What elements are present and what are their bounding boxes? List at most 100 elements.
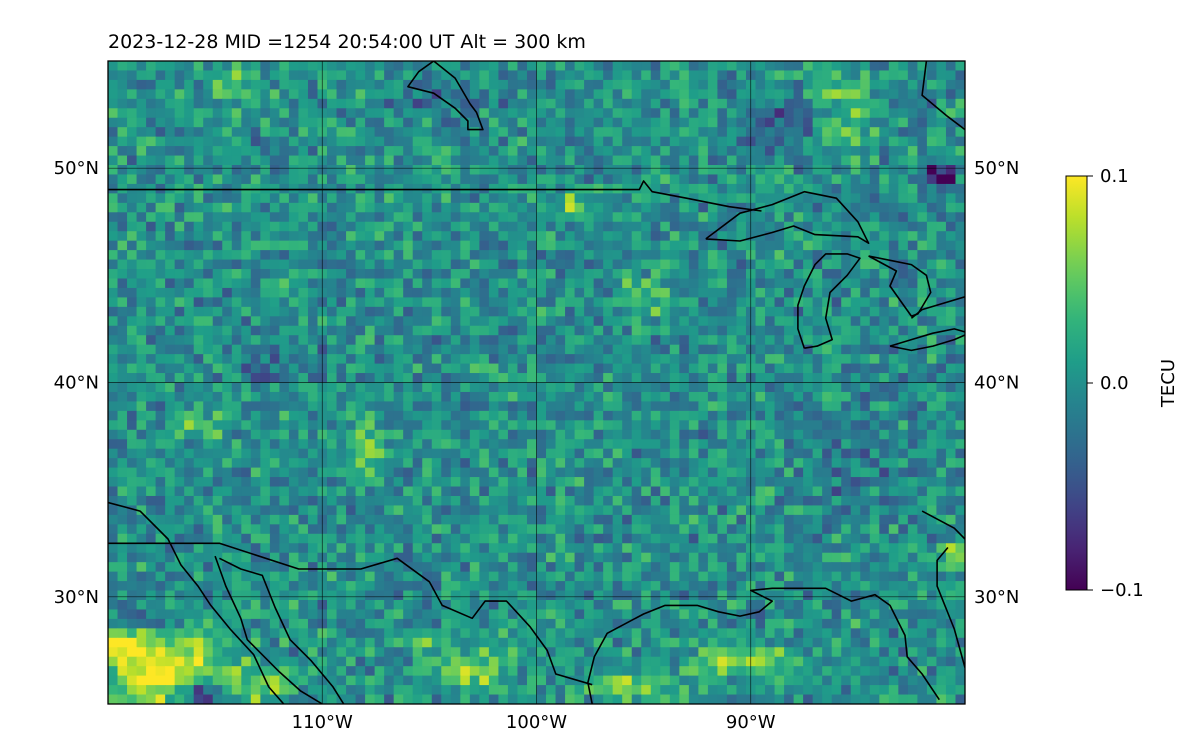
heatmap-cell (355, 79, 366, 90)
heatmap-cell (460, 61, 471, 72)
heatmap-cell (736, 98, 747, 109)
heatmap-cell (755, 439, 766, 450)
heatmap-cell (231, 354, 242, 365)
heatmap-cell (898, 306, 909, 317)
heatmap-cell (898, 155, 909, 166)
heatmap-cell (926, 61, 938, 72)
heatmap-cell (146, 410, 157, 421)
heatmap-cell (917, 269, 928, 280)
heatmap-cell (479, 495, 490, 507)
heatmap-cell (679, 382, 690, 393)
heatmap-cell (108, 495, 119, 507)
heatmap-cell (584, 439, 595, 450)
heatmap-cell (955, 524, 965, 535)
heatmap-cell (288, 269, 300, 280)
heatmap-cell (831, 335, 842, 346)
heatmap-cell (536, 221, 547, 232)
heatmap-cell (907, 458, 918, 469)
heatmap-cell (641, 524, 652, 535)
heatmap-cell (327, 136, 338, 147)
heatmap-cell (688, 174, 699, 185)
heatmap-cell (441, 269, 452, 280)
heatmap-cell (498, 458, 509, 469)
heatmap-cell (755, 505, 766, 516)
heatmap-cell (336, 136, 347, 147)
heatmap-cell (517, 533, 528, 544)
heatmap-cell (155, 486, 166, 497)
heatmap-cell (831, 325, 842, 336)
heatmap-cell (669, 146, 680, 157)
heatmap-cell (412, 581, 423, 592)
heatmap-cell (574, 174, 585, 185)
heatmap-cell (955, 240, 965, 251)
heatmap-cell (784, 202, 795, 213)
heatmap-cell (298, 581, 309, 592)
heatmap-cell (127, 89, 138, 100)
heatmap-cell (127, 410, 138, 421)
heatmap-cell (593, 477, 604, 488)
heatmap-cell (945, 439, 957, 450)
heatmap-cell (279, 458, 290, 469)
heatmap-cell (936, 79, 947, 90)
heatmap-cell (307, 108, 319, 119)
heatmap-cell (803, 363, 814, 374)
heatmap-cell (669, 486, 680, 497)
heatmap-cell (336, 278, 347, 289)
heatmap-cell (384, 278, 395, 289)
heatmap-cell (793, 505, 804, 516)
heatmap-cell (536, 259, 547, 270)
heatmap-cell (307, 306, 319, 317)
heatmap-cell (917, 477, 928, 488)
heatmap-cell (231, 165, 242, 176)
heatmap-cell (193, 477, 204, 488)
heatmap-cell (707, 70, 719, 81)
heatmap-cell (669, 202, 680, 213)
heatmap-cell (403, 505, 414, 516)
heatmap-cell (869, 146, 880, 157)
heatmap-cell (279, 429, 290, 440)
heatmap-cell (917, 202, 928, 213)
heatmap-cell (698, 297, 709, 308)
heatmap-cell (936, 202, 947, 213)
heatmap-cell (127, 297, 138, 308)
heatmap-cell (517, 373, 528, 384)
heatmap-cell (536, 155, 547, 166)
heatmap-cell (717, 543, 728, 554)
heatmap-cell (736, 146, 747, 157)
heatmap-cell (460, 439, 471, 450)
heatmap-cell (526, 193, 538, 204)
heatmap-cell (136, 571, 147, 582)
heatmap-cell (955, 420, 965, 431)
heatmap-cell (136, 533, 147, 544)
heatmap-cell (441, 127, 452, 138)
heatmap-cell (717, 79, 728, 90)
heatmap-cell (117, 278, 128, 289)
heatmap-cell (641, 429, 652, 440)
heatmap-cell (279, 98, 290, 109)
heatmap-cell (555, 89, 566, 100)
heatmap-cell (346, 420, 357, 431)
heatmap-cell (288, 287, 300, 298)
heatmap-cell (641, 287, 652, 298)
heatmap-cell (279, 363, 290, 374)
heatmap-cell (945, 363, 957, 374)
heatmap-cell (241, 335, 252, 346)
heatmap-cell (603, 250, 614, 261)
heatmap-cell (212, 117, 223, 128)
heatmap-cell (298, 269, 309, 280)
heatmap-cell (660, 448, 671, 459)
heatmap-cell (793, 448, 804, 459)
heatmap-cell (212, 240, 223, 251)
heatmap-cell (641, 448, 652, 459)
heatmap-cell (193, 278, 204, 289)
heatmap-cell (117, 391, 128, 403)
heatmap-cell (450, 70, 461, 81)
heatmap-cell (279, 136, 290, 147)
heatmap-cell (907, 401, 918, 412)
heatmap-cell (507, 429, 519, 440)
heatmap-cell (450, 495, 461, 507)
heatmap-cell (765, 552, 776, 563)
heatmap-cell (907, 354, 918, 365)
heatmap-cell (898, 212, 909, 223)
heatmap-cell (536, 533, 547, 544)
